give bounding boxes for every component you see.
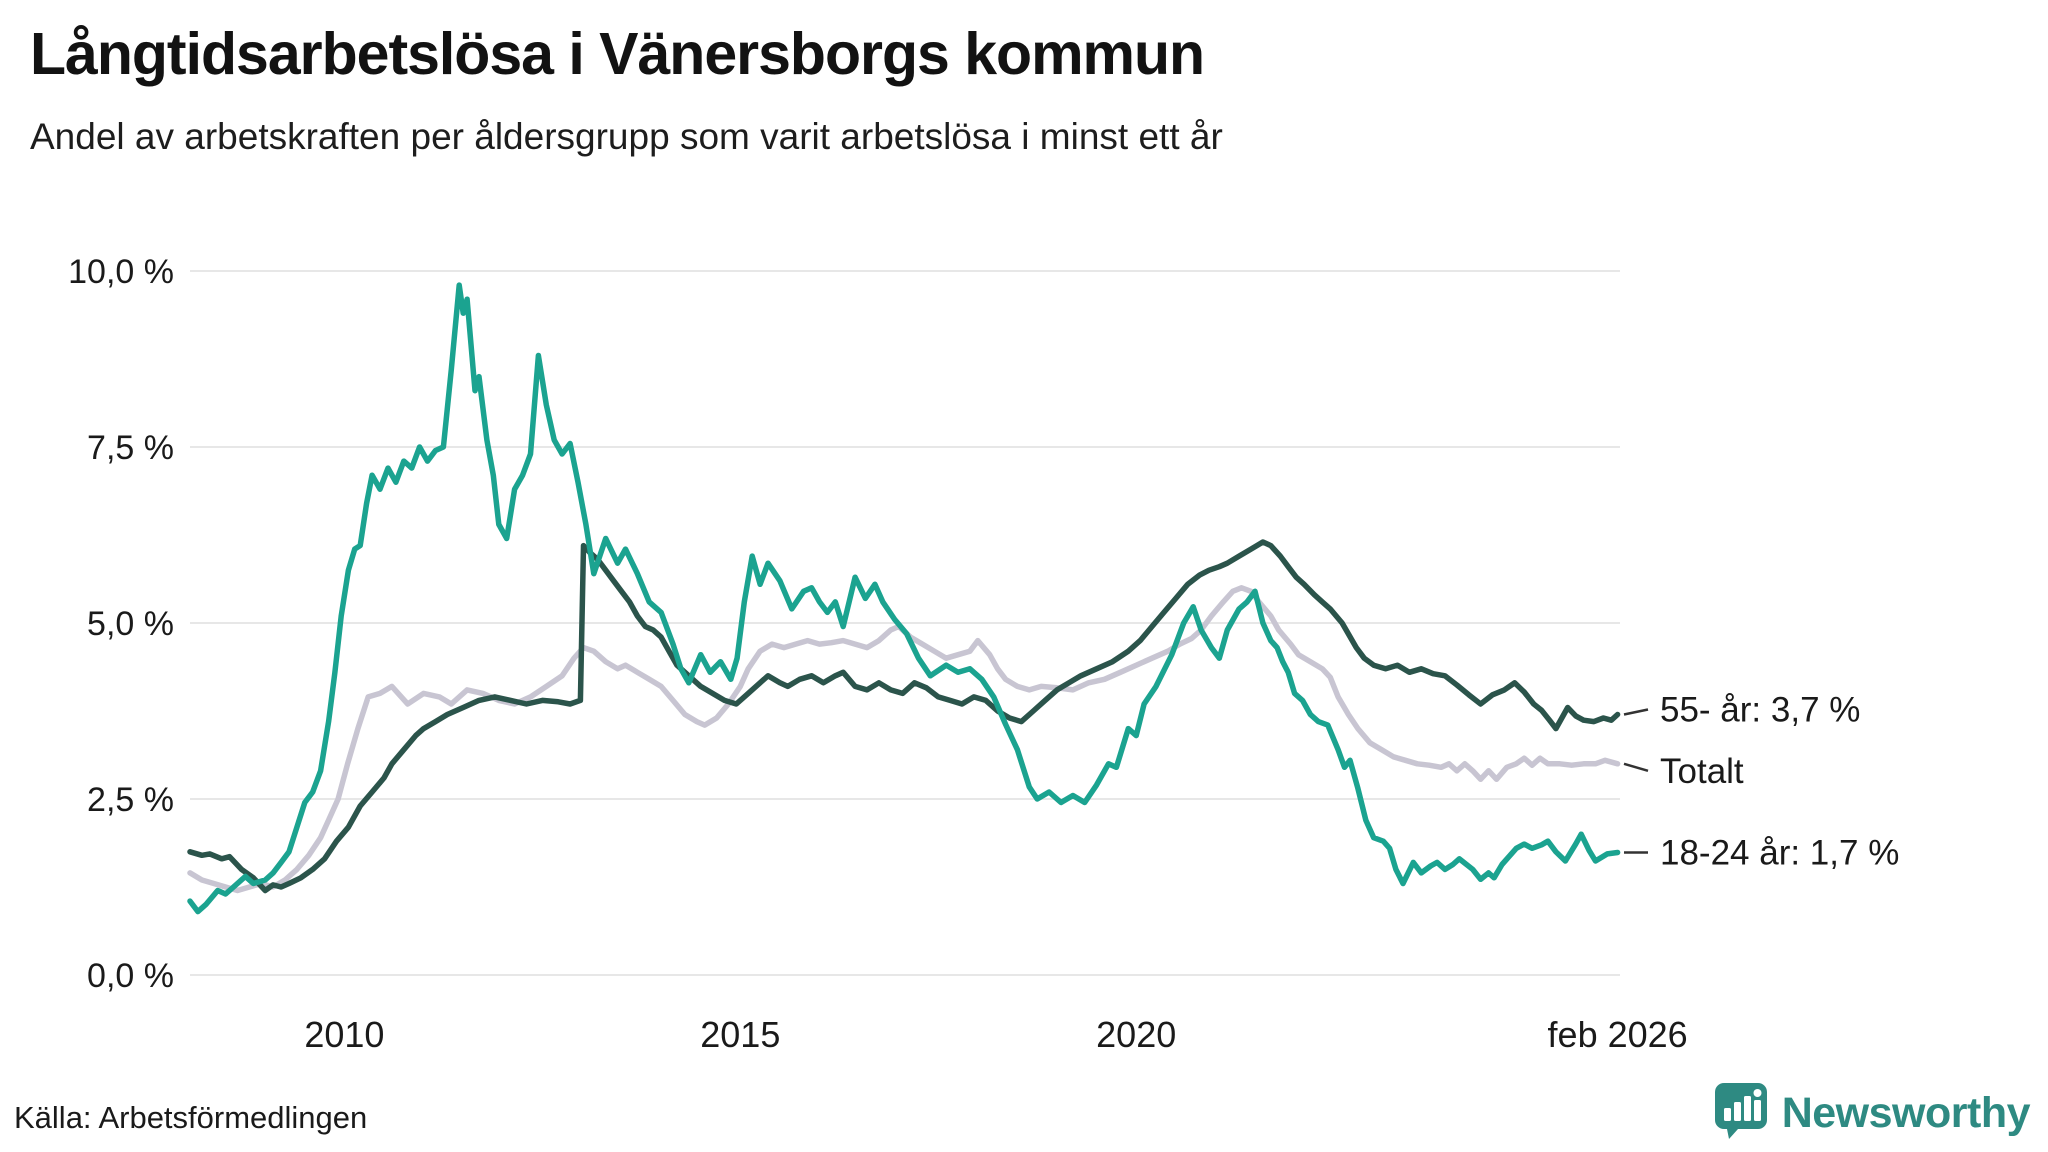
series-line-55-r [187, 539, 1621, 894]
series-line-totalt [187, 585, 1621, 894]
series-line-18-24-r [187, 282, 1621, 915]
y-tick-label: 7,5 % [87, 429, 174, 467]
series-end-label-totalt: Totalt [1660, 752, 1744, 791]
series-end-label-18-24-r: 18-24 år: 1,7 % [1660, 834, 1899, 873]
x-tick-label: 2010 [304, 1014, 384, 1055]
leader-line-totalt [1623, 762, 1649, 772]
x-tick-label: feb 2026 [1548, 1014, 1688, 1055]
source-note: Källa: Arbetsförmedlingen [14, 1100, 368, 1135]
leader-line-55-r [1623, 708, 1649, 716]
y-tick-label: 2,5 % [87, 781, 174, 819]
y-tick-label: 5,0 % [87, 605, 174, 643]
y-tick-label: 10,0 % [68, 253, 174, 291]
series-end-label-55-r: 55- år: 3,7 % [1660, 691, 1860, 730]
newsworthy-logo: Newsworthy [1714, 1082, 2031, 1145]
newsworthy-wordmark: Newsworthy [1781, 1088, 2031, 1137]
newsworthy-icon [1714, 1082, 1768, 1145]
y-tick-label: 0,0 % [87, 957, 174, 995]
page-subtitle: Andel av arbetskraften per åldersgrupp s… [30, 116, 1223, 157]
x-tick-label: 2020 [1096, 1014, 1176, 1055]
x-tick-label: 2015 [700, 1014, 780, 1055]
page-title: Långtidsarbetslösa i Vänersborgs kommun [30, 21, 1205, 87]
